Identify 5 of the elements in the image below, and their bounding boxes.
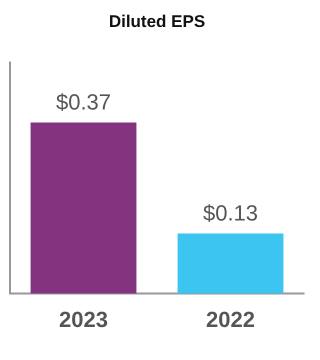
x-tick-label: 2022 bbox=[206, 306, 255, 332]
data-label: $0.37 bbox=[56, 90, 112, 115]
data-label: $0.13 bbox=[202, 200, 258, 226]
chart-title: Diluted EPS bbox=[108, 12, 206, 31]
x-tick-label: 2023 bbox=[59, 306, 108, 332]
